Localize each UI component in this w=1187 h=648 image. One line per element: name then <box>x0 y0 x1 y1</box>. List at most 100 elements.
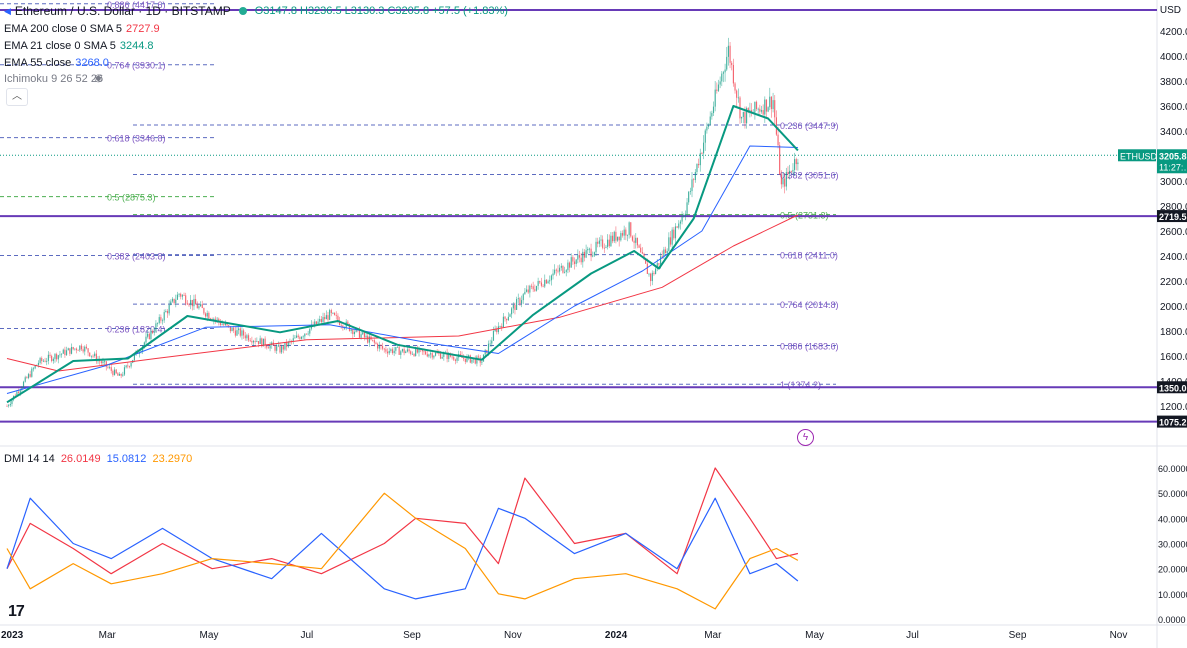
candle-body <box>330 310 332 314</box>
candle-body <box>487 343 490 354</box>
dmi-legend[interactable]: DMI 14 14 26.0149 15.0812 23.2970 <box>4 453 192 465</box>
candle-body <box>324 317 326 320</box>
symbol-title[interactable]: Ethereum / U.S. Dollar · 1D · BITSTAMP <box>14 4 231 18</box>
candle-body <box>299 337 301 339</box>
time-tick-label: Jul <box>906 630 919 641</box>
candle-body <box>247 335 250 341</box>
candle-body <box>178 293 180 295</box>
legend-ema55[interactable]: EMA 55 close 3268.0 <box>4 56 109 70</box>
lightning-icon[interactable]: ϟ <box>797 429 814 446</box>
ohlc-values: O3147.8 H3236.5 L3130.3 C3205.8 +57.5 (+… <box>254 5 508 17</box>
candle-body <box>636 237 639 246</box>
candle-body <box>795 159 797 165</box>
dmi-value-minus-di: 23.2970 <box>152 453 193 465</box>
candle-body <box>150 331 152 340</box>
candle-body <box>469 355 471 363</box>
price-tick-label: 2400.0 <box>1160 252 1187 263</box>
candle-body <box>529 285 531 293</box>
legend-ema21[interactable]: EMA 21 close 0 SMA 5 3244.8 <box>4 39 154 53</box>
candle-body <box>264 338 266 346</box>
candle-body <box>284 342 286 350</box>
legend-ichimoku[interactable]: Ichimoku 9 26 52 26 <box>4 72 103 86</box>
candle-body <box>615 231 617 241</box>
candle-body <box>436 352 438 354</box>
candle-body <box>608 239 610 247</box>
symbol-tag-label: ETHUSD <box>1120 151 1158 161</box>
candle-body <box>180 293 182 297</box>
candle-body <box>118 373 121 376</box>
candle-body <box>51 355 53 362</box>
candle-body <box>666 251 668 254</box>
candle-body <box>696 163 698 173</box>
collapse-arrow-icon[interactable]: ◀ <box>4 5 11 16</box>
candle-body <box>506 318 508 321</box>
candle-body <box>674 226 677 239</box>
legend-label: EMA 21 close 0 SMA 5 <box>4 40 116 52</box>
candle-body <box>378 344 380 349</box>
tradingview-logo[interactable]: 17 <box>8 603 25 620</box>
candle-body <box>120 373 122 376</box>
candle-body <box>112 370 114 376</box>
candle-body <box>760 110 763 112</box>
candle-body <box>62 349 64 354</box>
candle-body <box>724 69 726 73</box>
candle-body <box>471 359 473 363</box>
candle-body <box>542 285 544 287</box>
price-tick-label: 2000.0 <box>1160 302 1187 313</box>
candle-body <box>186 303 188 305</box>
candle-body <box>363 332 365 337</box>
candle-body <box>520 300 523 304</box>
candle-body <box>408 349 410 352</box>
candle-body <box>537 281 539 286</box>
ema200-line <box>6 214 799 372</box>
candle-body <box>133 354 136 360</box>
candle-body <box>686 202 688 214</box>
candle-body <box>343 327 346 329</box>
candle-body <box>732 64 734 84</box>
candle-body <box>236 330 238 336</box>
legend-ema200[interactable]: EMA 200 close 0 SMA 5 2727.9 <box>4 22 160 36</box>
candle-body <box>750 110 753 113</box>
candle-body <box>234 330 236 336</box>
dmi-adx-line <box>6 467 799 575</box>
eye-icon[interactable]: ◉ <box>94 73 103 84</box>
fib-label: 0.618 (2411.0) <box>780 251 838 261</box>
candle-body <box>206 313 208 317</box>
candle-body <box>82 349 84 352</box>
candle-body <box>631 236 634 241</box>
candle-body <box>181 295 183 297</box>
candle-body <box>630 222 632 237</box>
candle-body <box>640 247 642 253</box>
time-tick-label: Jul <box>300 630 313 641</box>
chevron-up-icon[interactable]: ︿ <box>6 88 28 106</box>
candle-body <box>747 108 749 113</box>
candle-body <box>655 268 657 275</box>
candle-body <box>163 312 165 321</box>
candle-body <box>454 359 456 361</box>
candle-body <box>334 312 336 316</box>
candle-body <box>603 247 605 249</box>
candle-body <box>56 354 58 360</box>
candle-body <box>281 346 283 353</box>
level-price-tag <box>1157 381 1187 394</box>
price-tick-label: 4200.0 <box>1160 27 1187 38</box>
candle-body <box>185 295 187 304</box>
candle-body <box>466 356 468 362</box>
candle-body <box>317 321 319 325</box>
candle-body <box>731 62 733 65</box>
price-axis-unit[interactable]: USD <box>1159 5 1181 16</box>
candle-body <box>9 404 11 406</box>
dmi-tick-label: 50.0000 <box>1158 489 1187 499</box>
candle-body <box>559 267 561 272</box>
time-tick-label: 2023 <box>1 630 24 641</box>
candle-body <box>70 347 73 354</box>
time-tick-label: Mar <box>99 630 117 641</box>
candle-body <box>239 328 241 336</box>
candle-body <box>193 299 195 307</box>
candle-body <box>244 335 246 339</box>
candle-body <box>712 106 715 114</box>
price-tick-label: 1200.0 <box>1160 402 1187 413</box>
candle-body <box>219 321 222 325</box>
candle-body <box>451 356 453 358</box>
